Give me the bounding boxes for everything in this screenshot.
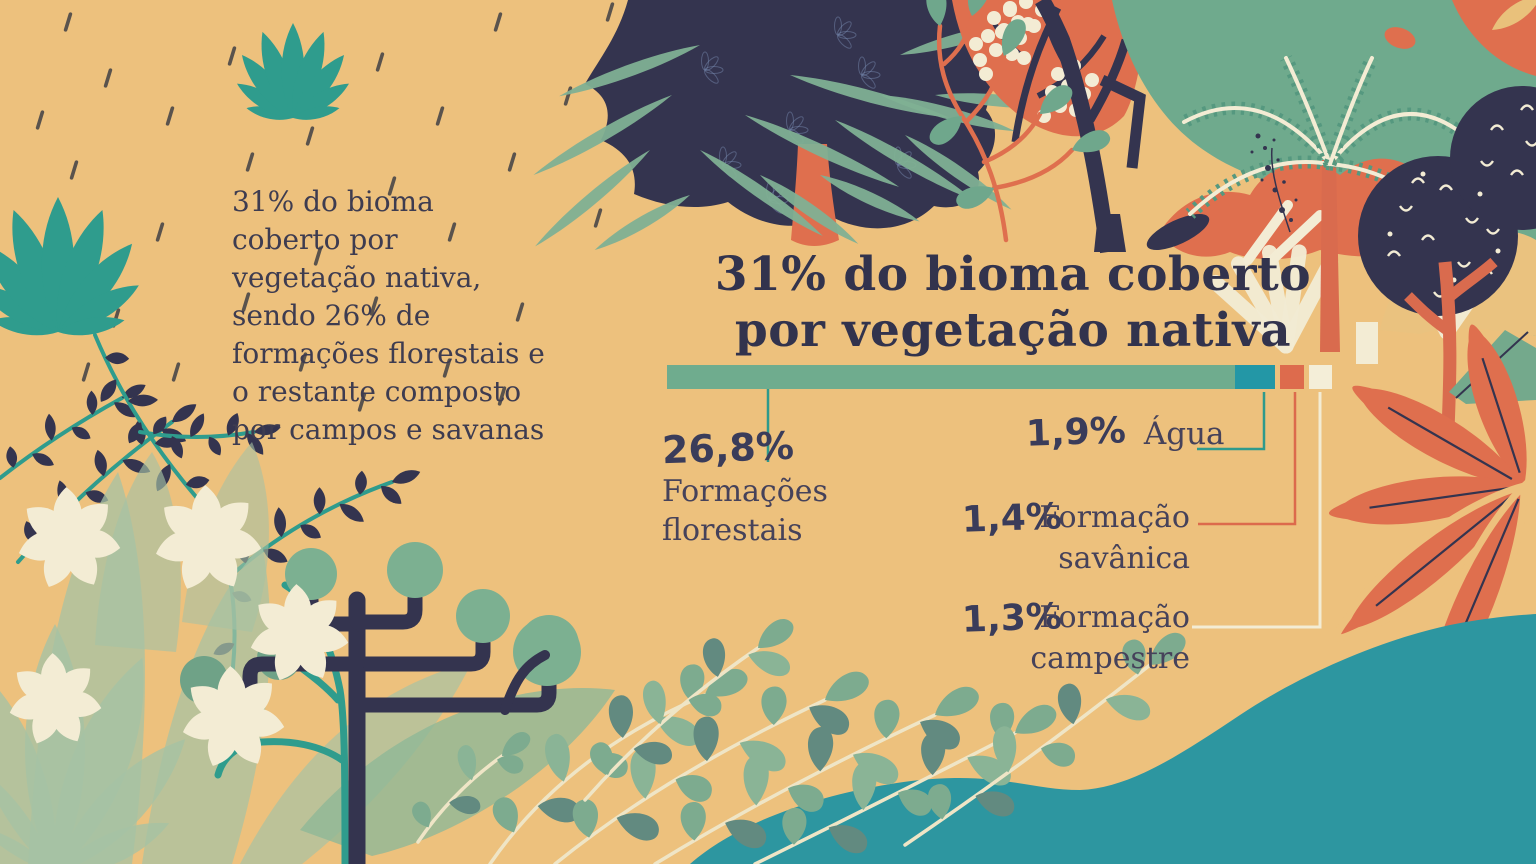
decorative-sprigs-bottom bbox=[412, 618, 1186, 864]
segment-label-agua: Água bbox=[1143, 416, 1225, 452]
segment-label-campestre: Formação campestre bbox=[1030, 600, 1190, 676]
connector-campestre bbox=[1192, 392, 1322, 629]
chart-title-line1: 31% do bioma coberto bbox=[714, 247, 1312, 302]
intro-text: 31% do bioma coberto por vegetação nativ… bbox=[232, 185, 545, 446]
bar-segment-2 bbox=[1234, 365, 1275, 389]
bar-segment-1 bbox=[667, 365, 1235, 389]
chart-title-line2: por vegetação nativa bbox=[734, 303, 1292, 358]
bar-segment-4 bbox=[1309, 365, 1332, 389]
bar-segment-3 bbox=[1279, 365, 1305, 389]
value-label-agua: 1,9% bbox=[1025, 410, 1127, 455]
segment-label-florestais: Formações florestais bbox=[662, 474, 828, 548]
segment-label-savanica: Formação savânica bbox=[1039, 500, 1190, 576]
chart-connectors bbox=[766, 389, 1322, 629]
decorative-wave bbox=[690, 614, 1536, 864]
value-label-florestais: 26,8% bbox=[661, 423, 795, 473]
decorative-plants-bottom-left bbox=[0, 442, 615, 864]
connector-agua bbox=[1197, 392, 1266, 451]
connector-savanica bbox=[1198, 392, 1297, 526]
decorative-trees-top bbox=[533, 0, 1146, 254]
decorative-rain-marks bbox=[35, 2, 615, 412]
decorative-trees-right bbox=[1099, 0, 1536, 431]
stacked-bar bbox=[667, 365, 1332, 389]
decorative-coral-leaf bbox=[1328, 324, 1531, 727]
chart-title: 31% do bioma coberto por vegetação nativa bbox=[660, 247, 1366, 359]
callout-agua: 1,9% Água bbox=[1025, 410, 1225, 455]
